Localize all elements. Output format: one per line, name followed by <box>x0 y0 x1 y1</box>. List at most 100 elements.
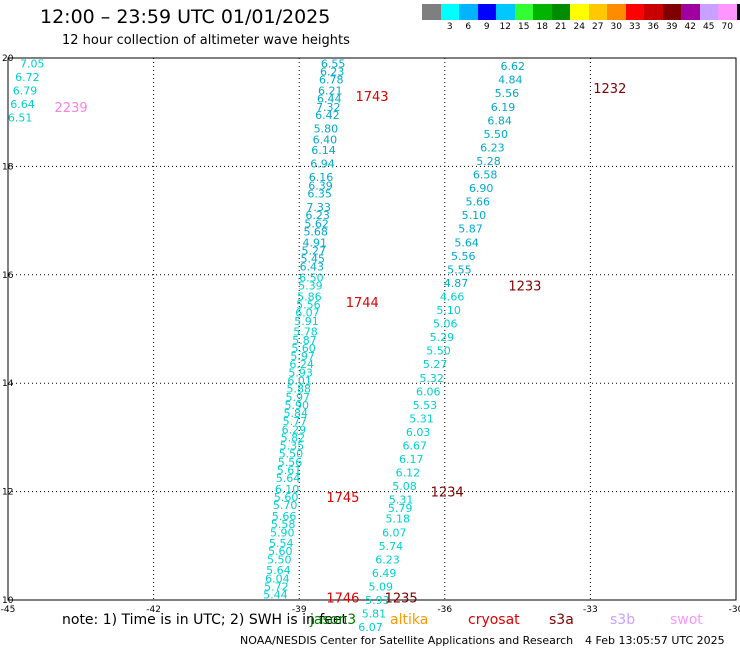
legend-label: 6 <box>465 22 472 32</box>
wave-height-value: 5.88 <box>286 383 311 396</box>
wave-height-value: 6.72 <box>15 71 40 84</box>
pass-time-label: 1232 <box>593 82 626 97</box>
wave-height-value: 5.54 <box>269 537 294 550</box>
wave-height-value: 5.31 <box>389 494 414 507</box>
pass-time-label: 1745 <box>326 491 359 506</box>
wave-height-value: 4.84 <box>498 74 523 87</box>
wave-height-value: 5.39 <box>298 280 323 293</box>
wave-height-value: 5.84 <box>284 407 309 420</box>
wave-height-value: 7.33 <box>306 201 331 214</box>
wave-height-value: 5.61 <box>277 464 302 477</box>
wave-height-value: 6.58 <box>473 169 498 182</box>
wave-height-value: 5.55 <box>447 263 472 276</box>
lon-tick-label: -39 <box>292 605 307 615</box>
legend-label: 15 <box>518 22 530 32</box>
wave-height-value: 5.28 <box>476 155 501 168</box>
legend-swatch <box>662 4 681 20</box>
wave-height-value: 5.06 <box>433 318 458 331</box>
wave-height-value: 5.08 <box>392 480 417 493</box>
pass-time-label: 1743 <box>355 90 388 105</box>
satellite-label-swot: swot <box>670 612 703 628</box>
satellite-label-s3a: s3a <box>549 612 574 628</box>
wave-height-value: 5.91 <box>294 315 319 328</box>
wave-height-value: 5.90 <box>270 526 295 539</box>
legend-swatch <box>588 4 607 20</box>
wave-height-value: 6.23 <box>375 553 400 566</box>
wave-height-value: 5.50 <box>279 448 304 461</box>
legend-swatch <box>681 4 700 20</box>
lat-tick-label: 10 <box>2 596 14 606</box>
wave-height-value: 6.62 <box>500 60 525 73</box>
wave-height-value: 5.60 <box>291 342 316 355</box>
satellite-label-s3b: s3b <box>610 612 636 628</box>
wave-height-value: 5.60 <box>274 491 299 504</box>
lon-tick-label: -45 <box>1 605 16 615</box>
pass-time-label: 1234 <box>431 486 464 501</box>
wave-height-value: 6.42 <box>315 109 340 122</box>
pass-time-label: 1746 <box>326 591 359 606</box>
legend-label: 36 <box>647 22 659 32</box>
wave-height-value: 6.79 <box>13 85 38 98</box>
legend-swatch <box>736 4 740 20</box>
satellite-label-jason3: jason3 <box>310 612 357 628</box>
wave-height-value: 6.55 <box>321 57 346 70</box>
legend-swatch <box>570 4 589 20</box>
legend-label: 27 <box>592 22 604 32</box>
wave-height-value: 5.77 <box>283 415 308 428</box>
wave-height-value: 5.31 <box>409 412 434 425</box>
wave-height-value: 6.17 <box>399 453 424 466</box>
wave-height-value: 5.50 <box>426 345 451 358</box>
wave-height-value: 6.23 <box>305 209 330 222</box>
wave-height-value: 5.10 <box>436 304 461 317</box>
wave-height-value: 6.90 <box>469 182 494 195</box>
wave-height-value: 6.78 <box>319 74 344 87</box>
wave-height-value: 5.27 <box>423 358 448 371</box>
legend-swatch <box>459 4 478 20</box>
map-frame <box>7 57 737 601</box>
lon-tick-label: -30 <box>729 605 740 615</box>
lat-tick-label: 20 <box>2 54 14 64</box>
wave-height-value: 6.24 <box>289 358 314 371</box>
wave-height-value: 6.84 <box>487 114 512 127</box>
wave-height-value: 6.67 <box>402 440 427 453</box>
wave-height-value: 6.39 <box>308 179 333 192</box>
wave-height-value: 5.82 <box>281 431 306 444</box>
legend-swatch <box>533 4 552 20</box>
wave-height-value: 6.07 <box>358 621 383 634</box>
legend-label: 33 <box>629 22 641 32</box>
wave-height-value: 5.09 <box>368 580 393 593</box>
wave-height-value: 5.64 <box>266 564 291 577</box>
wave-height-value: 4.87 <box>444 277 469 290</box>
wave-height-value: 5.64 <box>276 472 301 485</box>
lon-tick-label: -42 <box>146 605 161 615</box>
legend-swatch <box>514 4 533 20</box>
wave-height-value: 6.64 <box>10 98 35 111</box>
wave-height-value: 5.93 <box>365 594 390 607</box>
wave-height-value: 5.90 <box>285 399 310 412</box>
wave-height-value: 5.66 <box>466 196 491 209</box>
wave-height-value: 5.45 <box>301 253 326 266</box>
wave-height-value: 6.44 <box>317 93 342 106</box>
satellite-label-cryosat: cryosat <box>468 612 520 628</box>
legend-label: 3 <box>446 22 453 32</box>
wave-height-value: 6.40 <box>313 133 338 146</box>
legend-swatch <box>422 4 441 20</box>
lat-tick-label: 12 <box>2 488 13 498</box>
wave-height-value: 7.32 <box>316 101 341 114</box>
legend-label: 39 <box>666 22 678 32</box>
wave-height-value: 6.06 <box>416 385 441 398</box>
wave-height-value: 5.60 <box>268 545 293 558</box>
wave-height-value: 6.23 <box>480 141 505 154</box>
wave-height-value: 6.12 <box>396 467 421 480</box>
wave-height-value: 5.10 <box>462 209 487 222</box>
wave-height-value: 5.68 <box>303 225 328 238</box>
lon-tick-label: -36 <box>437 605 452 615</box>
wave-height-value: 5.62 <box>304 217 329 230</box>
wave-height-value: 6.29 <box>282 423 307 436</box>
legend-swatch <box>625 4 644 20</box>
legend-swatch <box>496 4 515 20</box>
legend-label: 12 <box>499 22 511 32</box>
wave-height-value: 5.97 <box>285 391 310 404</box>
wave-height-value: 5.81 <box>362 608 387 621</box>
